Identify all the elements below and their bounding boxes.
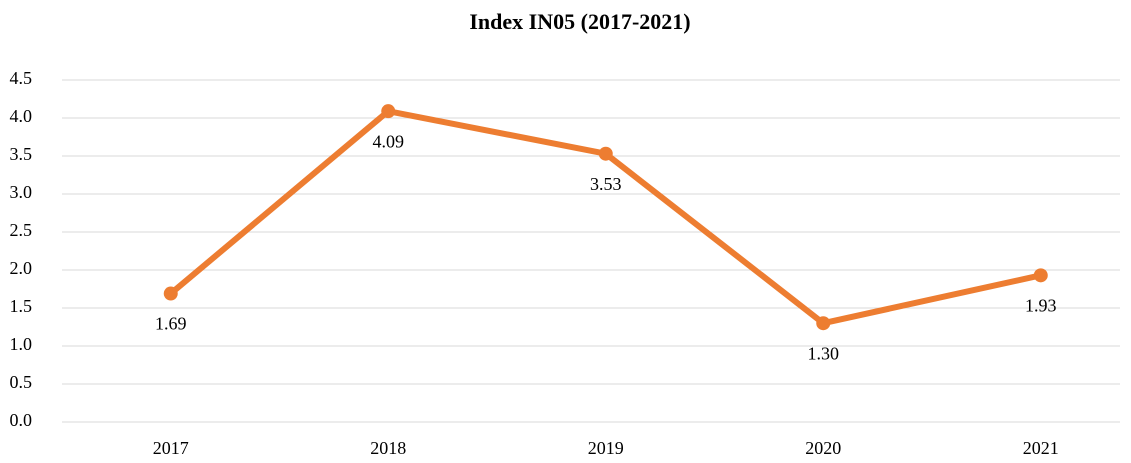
data-point <box>163 286 178 301</box>
data-point <box>816 316 831 331</box>
data-label: 1.30 <box>808 343 840 363</box>
y-tick-label: 3.5 <box>10 144 33 164</box>
y-tick-label: 1.5 <box>10 296 33 316</box>
y-tick-label: 3.0 <box>10 182 33 202</box>
data-label: 3.53 <box>590 174 622 194</box>
chart-title: Index IN05 (2017-2021) <box>469 9 690 34</box>
x-tick-label: 2020 <box>805 438 841 458</box>
x-tick-label: 2019 <box>588 438 624 458</box>
data-label: 4.09 <box>373 131 405 151</box>
y-tick-label: 1.0 <box>10 334 33 354</box>
x-tick-label: 2021 <box>1023 438 1059 458</box>
y-tick-label: 2.5 <box>10 220 33 240</box>
data-label: 1.93 <box>1025 295 1057 315</box>
data-point <box>1033 268 1048 283</box>
y-tick-label: 0.5 <box>10 372 33 392</box>
y-tick-label: 4.5 <box>10 68 33 88</box>
y-tick-label: 2.0 <box>10 258 33 278</box>
y-tick-label: 0.0 <box>10 410 33 430</box>
x-tick-label: 2018 <box>370 438 406 458</box>
data-point <box>598 146 613 161</box>
data-line <box>168 108 1042 327</box>
data-label: 1.69 <box>155 314 187 334</box>
x-tick-label: 2017 <box>153 438 189 458</box>
y-tick-label: 4.0 <box>10 106 33 126</box>
data-point <box>381 104 396 119</box>
